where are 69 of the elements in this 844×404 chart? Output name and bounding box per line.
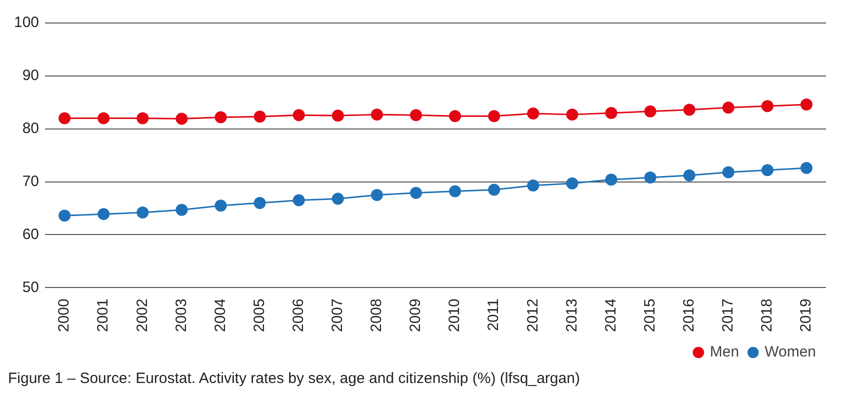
legend-label: Men	[710, 344, 740, 361]
point	[722, 166, 734, 178]
y-tick-label: 100	[14, 14, 40, 32]
point	[136, 112, 149, 124]
x-tick-label: 2009	[407, 298, 424, 332]
x-tick-label: 2005	[250, 298, 268, 332]
point	[800, 98, 812, 111]
point	[644, 105, 656, 118]
point	[527, 179, 540, 192]
x-tick-label: 2016	[680, 298, 698, 332]
point	[254, 196, 266, 209]
point	[683, 169, 696, 182]
y-tick-label: 50	[22, 278, 40, 296]
point	[254, 110, 266, 123]
x-tick-label: 2014	[602, 298, 620, 332]
point	[683, 104, 696, 116]
point	[332, 192, 344, 205]
point	[410, 186, 422, 199]
point	[761, 164, 774, 176]
point	[449, 110, 462, 122]
x-tick-label: 2013	[563, 298, 580, 332]
y-tick-label: 70	[22, 172, 40, 190]
point	[214, 111, 227, 124]
x-tick-label: 2000	[56, 298, 73, 332]
x-tick-label: 2012	[524, 298, 542, 332]
point	[566, 177, 578, 190]
point	[605, 106, 618, 119]
point	[605, 174, 618, 186]
x-tick-label: 2010	[446, 298, 464, 332]
point	[370, 108, 383, 121]
point	[176, 204, 188, 216]
legend-label: Women	[764, 344, 816, 361]
point	[410, 109, 422, 122]
point	[58, 210, 71, 222]
x-tick-label: 2003	[172, 298, 190, 332]
x-tick-label: 2007	[329, 298, 346, 332]
point	[370, 189, 383, 202]
y-tick-label: 80	[22, 120, 40, 137]
x-tick-label: 2011	[485, 298, 502, 331]
point	[527, 108, 540, 120]
point	[98, 208, 110, 220]
point	[214, 200, 227, 212]
point	[722, 102, 734, 114]
x-tick-label: 2018	[758, 298, 776, 332]
x-tick-label: 2015	[641, 298, 658, 332]
y-tick-label: 60	[22, 226, 40, 243]
y-tick-label: 90	[22, 67, 40, 84]
x-tick-label: 2017	[720, 298, 737, 332]
x-tick-label: 2001	[94, 298, 112, 332]
point	[449, 185, 462, 198]
point	[332, 110, 344, 122]
point	[488, 184, 500, 196]
x-tick-label: 2002	[134, 298, 151, 332]
point	[176, 112, 188, 125]
point	[800, 162, 812, 174]
point	[644, 172, 656, 184]
point	[566, 108, 578, 121]
x-tick-label: 2019	[798, 298, 815, 332]
caption: Figure 1 – Source: Eurostat. Activity rates by sex, age and citizenship (%) (lfsq_argan)	[8, 370, 581, 387]
point	[98, 112, 110, 124]
x-tick-label: 2008	[368, 298, 386, 332]
x-tick-label: 2004	[212, 298, 229, 332]
point	[761, 100, 774, 112]
point	[292, 109, 305, 122]
x-tick-label: 2006	[290, 298, 307, 332]
point	[292, 194, 305, 206]
point	[136, 206, 149, 218]
point	[58, 112, 71, 124]
point	[488, 110, 500, 122]
